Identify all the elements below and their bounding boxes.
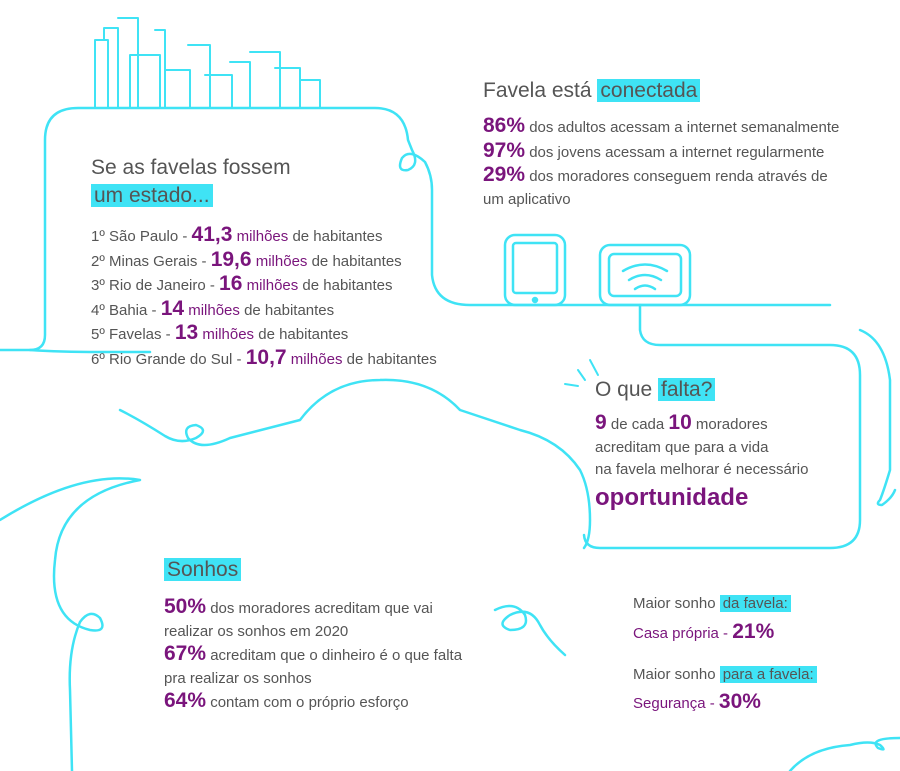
sonhos-stat2-pct: 67% <box>164 642 207 665</box>
conectada-stat-text: dos jovens acessam a internet regularmen… <box>525 143 825 161</box>
estado-item-rank: 1º São Paulo - <box>91 228 192 245</box>
estado-heading-line1: Se as favelas fossem <box>91 156 291 179</box>
estado-item-unit: milhões <box>232 228 289 245</box>
falta-num1: 9 <box>595 411 607 434</box>
estado-item-unit: milhões <box>184 301 240 319</box>
estado-item: 6º Rio Grande do Sul - 10,7 milhões de h… <box>91 345 451 372</box>
tablet-icon <box>503 233 567 307</box>
estado-item-unit: milhões <box>198 326 255 343</box>
conectada-heading-plain: Favela está <box>483 79 598 102</box>
falta-heading-plain: O que <box>595 378 659 401</box>
conectada-heading-highlight: conectada <box>597 79 701 102</box>
estado-item-value: 16 <box>219 272 243 295</box>
estado-item-value: 19,6 <box>210 247 252 271</box>
estado-heading-line2: um estado... <box>91 184 213 207</box>
estado-item-suffix: de habitantes <box>288 228 383 245</box>
estado-item-rank: 3º Rio de Janeiro - <box>91 277 220 294</box>
sonhos-stat2-cont: pra realizar os sonhos <box>164 669 312 687</box>
estado-item: 1º São Paulo - 41,3 milhões de habitante… <box>91 223 451 249</box>
estado-item-rank: 4º Bahia - <box>91 301 161 319</box>
conectada-stat-text: dos adultos acessam a internet semanalme… <box>525 119 840 136</box>
maior-a-plain: Maior sonho <box>633 595 720 612</box>
conectada-section: Favela está conectada 86% dos adultos ac… <box>483 77 893 211</box>
maior-a-value: 21% <box>732 619 775 643</box>
estado-item-value: 13 <box>174 321 199 344</box>
conectada-list: 86% dos adultos acessam a internet seman… <box>483 114 893 189</box>
sonhos-heading: Sonhos <box>164 558 242 581</box>
estado-item-rank: 6º Rio Grande do Sul - <box>91 350 246 368</box>
estado-item: 4º Bahia - 14 milhões de habitantes <box>91 296 451 323</box>
falta-num2: 10 <box>668 411 692 434</box>
wifi-router-icon <box>598 243 692 307</box>
falta-section: O que falta? 9 de cada 10 moradores acre… <box>595 376 855 514</box>
estado-item-rank: 5º Favelas - <box>91 326 175 343</box>
city-skyline-icon <box>94 17 321 109</box>
estado-item-suffix: de habitantes <box>307 252 402 270</box>
conectada-stat-pct: 86% <box>483 114 526 137</box>
estado-item-value: 14 <box>160 296 185 320</box>
estado-item: 5º Favelas - 13 milhões de habitantes <box>91 321 451 347</box>
conectada-stat-pct: 29% <box>483 163 526 186</box>
conectada-stat: 97% dos jovens acessam a internet regula… <box>483 138 893 165</box>
sonhos-stat1-pct: 50% <box>164 595 207 618</box>
falta-text2: moradores <box>691 416 768 433</box>
estado-item-rank: 2º Minas Gerais - <box>91 252 211 270</box>
conectada-stat-text: dos moradores conseguem renda através de <box>525 168 828 185</box>
estado-item-value: 41,3 <box>191 223 233 246</box>
sonhos-stat1-cont: realizar os sonhos em 2020 <box>164 622 349 640</box>
estado-item-suffix: de habitantes <box>254 326 349 343</box>
maior-a-label: Casa própria - <box>633 624 733 642</box>
conectada-stat: 29% dos moradores conseguem renda atravé… <box>483 163 893 189</box>
maior-a-highlight: da favela: <box>719 595 791 612</box>
maior-b-highlight: para a favela: <box>719 665 817 683</box>
estado-item: 3º Rio de Janeiro - 16 milhões de habita… <box>91 272 451 298</box>
estado-item-unit: milhões <box>251 252 308 270</box>
sonhos-stat2-text: acreditam que o dinheiro é o que falta <box>206 647 463 664</box>
falta-line2: acreditam que para a vida <box>595 438 769 456</box>
estado-item-unit: milhões <box>286 350 343 368</box>
maior-b-label: Segurança - <box>633 695 719 712</box>
falta-line3: na favela melhorar é necessário <box>595 461 809 478</box>
conectada-stat: 86% dos adultos acessam a internet seman… <box>483 114 893 140</box>
maior-b-plain: Maior sonho <box>633 665 720 683</box>
estado-list: 1º São Paulo - 41,3 milhões de habitante… <box>91 223 451 372</box>
sonhos-stat1-text: dos moradores acreditam que vai <box>206 600 433 617</box>
maior-sonho-section: Maior sonho da favela: Casa própria - 21… <box>633 593 873 720</box>
estado-item-suffix: de habitantes <box>298 277 393 294</box>
falta-line1: 9 de cada 10 moradores <box>595 411 855 437</box>
estado-item: 2º Minas Gerais - 19,6 milhões de habita… <box>91 247 451 274</box>
maior-b-value: 30% <box>718 690 761 713</box>
falta-text1: de cada <box>606 416 669 433</box>
estado-section: Se as favelas fossem um estado... 1º São… <box>91 154 451 371</box>
estado-item-unit: milhões <box>242 277 299 294</box>
conectada-stat-pct: 97% <box>483 138 526 162</box>
conectada-stat3-continuation: um aplicativo <box>483 190 571 208</box>
falta-highlight-word: oportunidade <box>595 483 749 511</box>
sonhos-stat3-text: contam com o próprio esforço <box>206 694 409 711</box>
estado-item-suffix: de habitantes <box>342 350 437 368</box>
falta-heading-highlight: falta? <box>658 378 716 401</box>
sonhos-stat3-pct: 64% <box>164 689 207 712</box>
sonhos-section: Sonhos 50% dos moradores acreditam que v… <box>164 556 524 715</box>
estado-item-suffix: de habitantes <box>239 301 335 319</box>
estado-item-value: 10,7 <box>245 345 287 369</box>
